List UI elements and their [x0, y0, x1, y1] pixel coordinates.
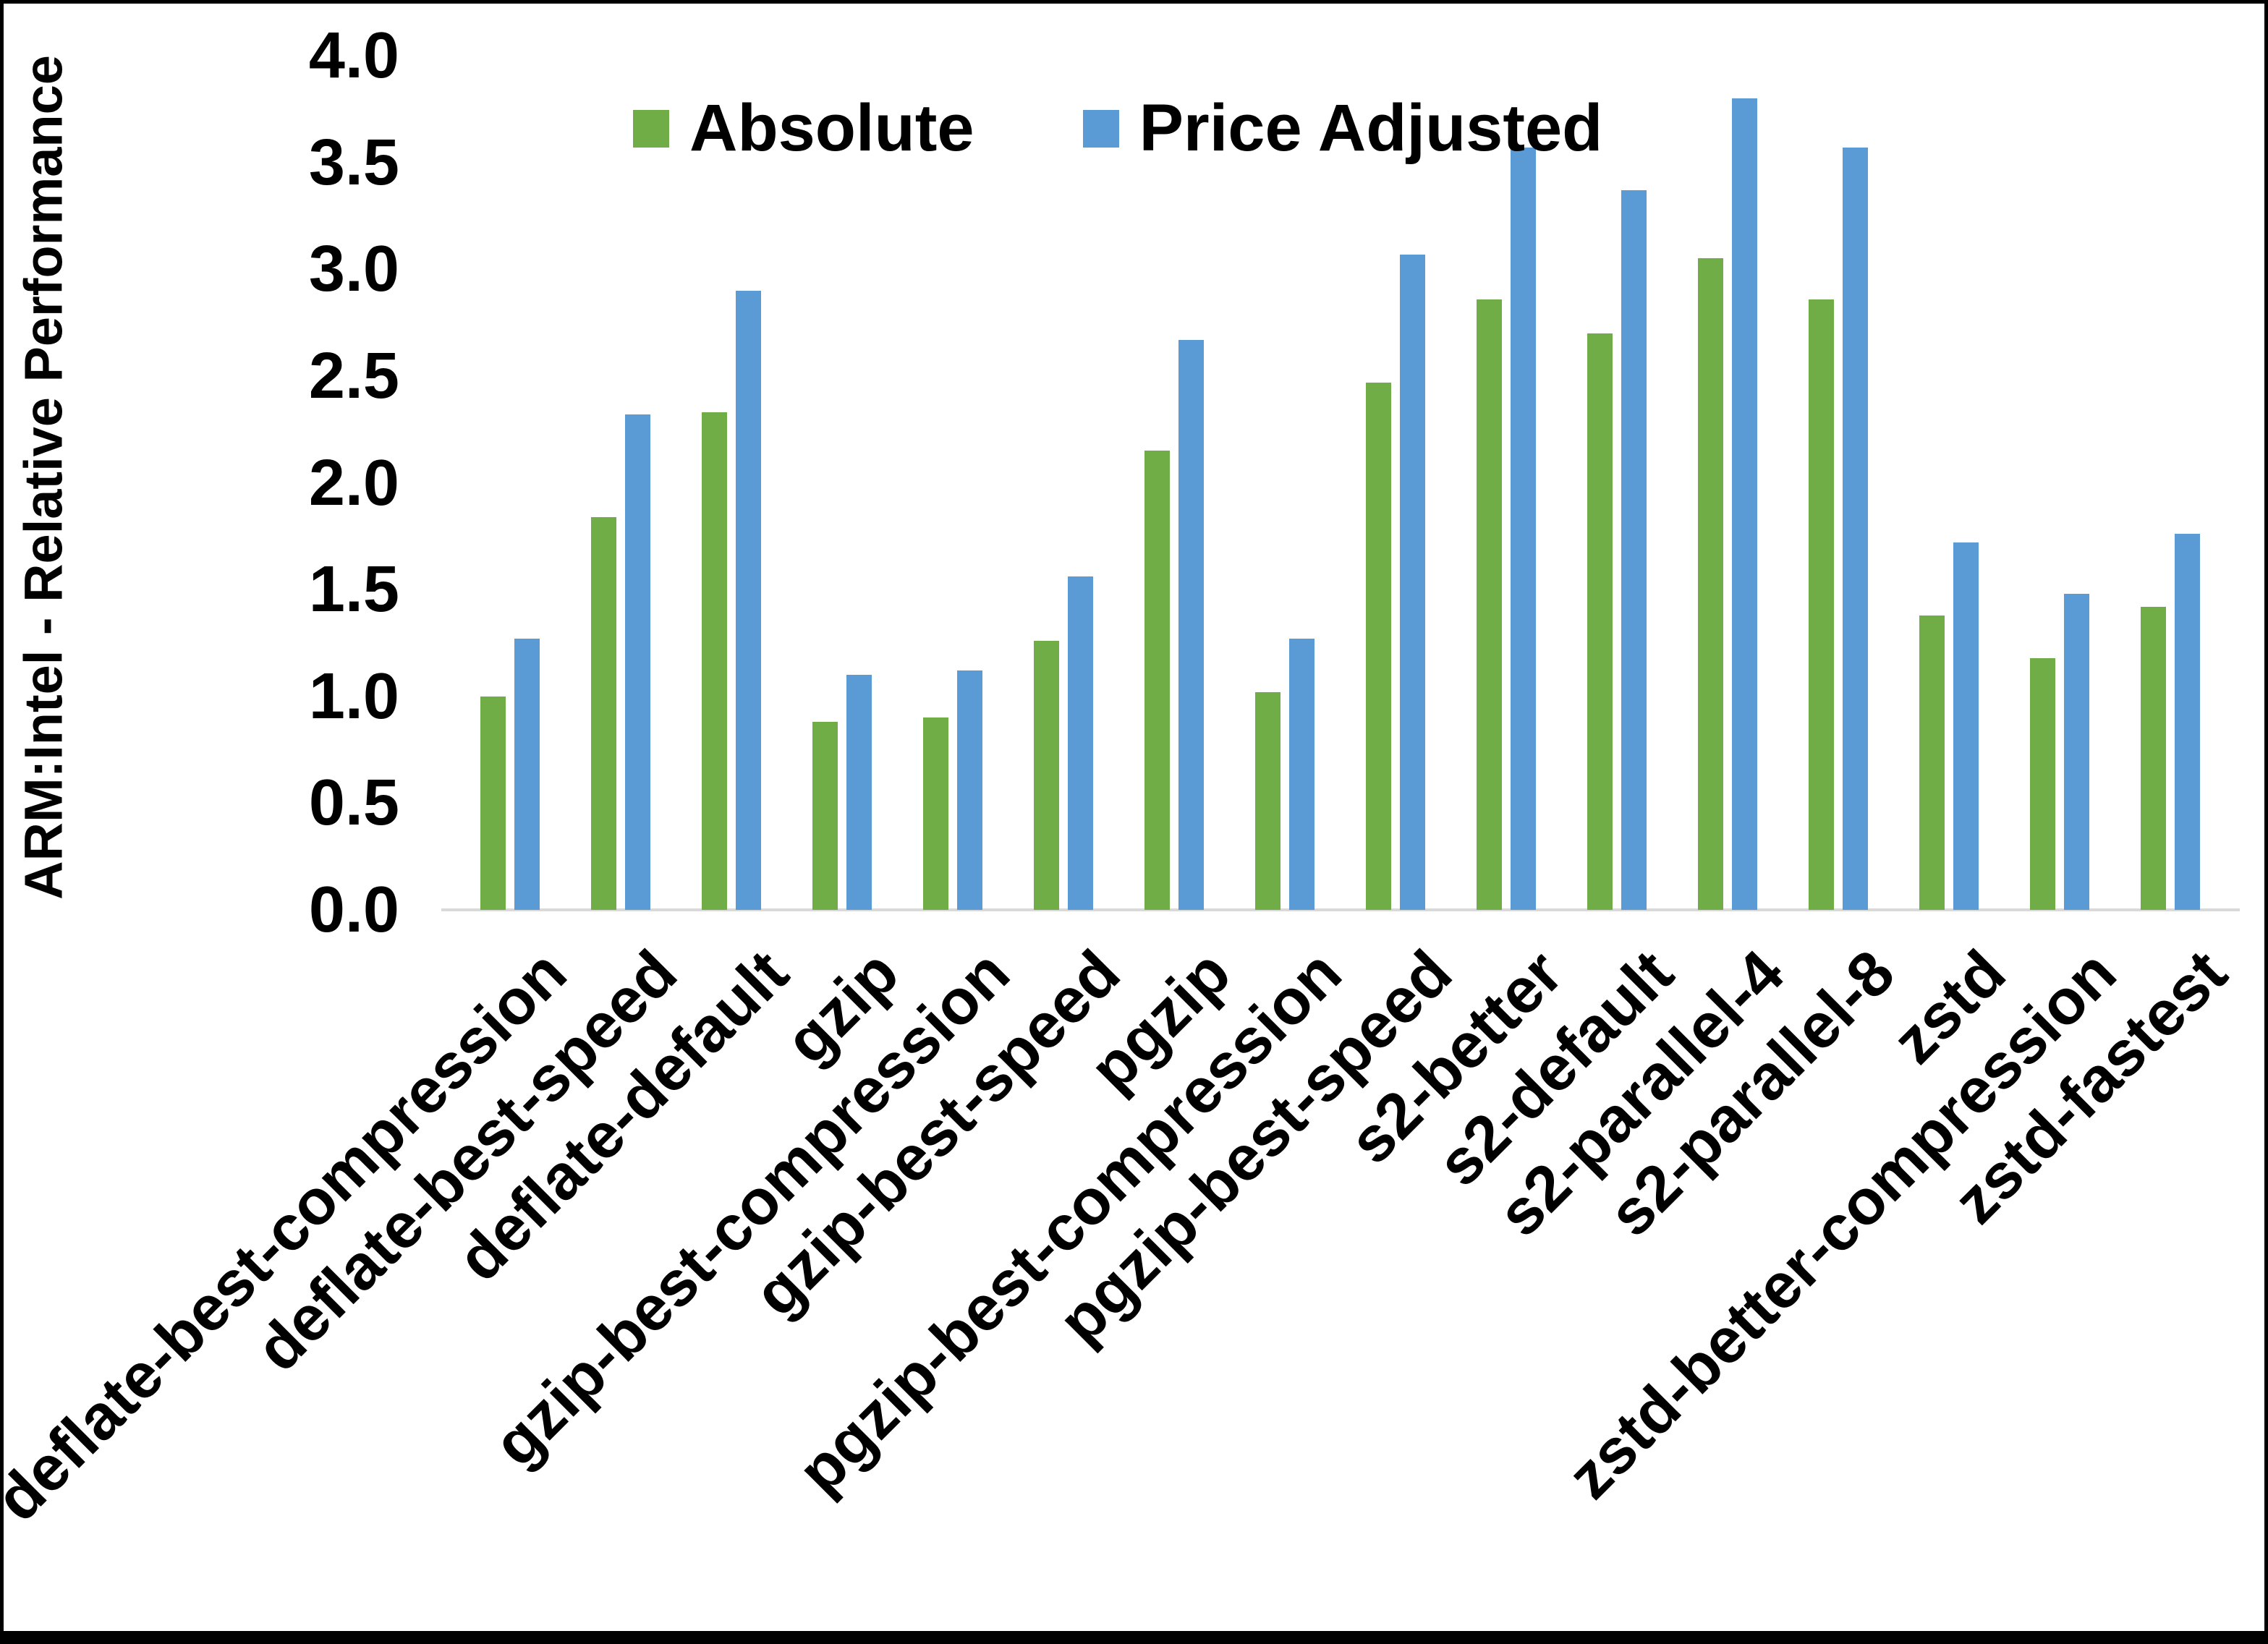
legend-swatch-absolute: [633, 109, 669, 148]
y-tick-label-1.5: 1.5: [308, 553, 399, 626]
legend: Absolute Price Adjusted: [633, 90, 1602, 166]
bar-absolute-zstd-better-compression: [2030, 658, 2055, 910]
y-tick-label-0.5: 0.5: [308, 767, 399, 840]
bar-price-adjusted-s2-default: [1621, 190, 1647, 910]
legend-swatch-price-adjusted: [1082, 109, 1119, 148]
bar-absolute-pgzip-best-compression: [1255, 692, 1280, 910]
bar-price-adjusted-s2-parallel-4: [1732, 98, 1757, 910]
bar-price-adjusted-zstd-fastest: [2175, 534, 2200, 910]
y-tick-label-2.5: 2.5: [308, 339, 399, 412]
bar-absolute-pgzip-best-speed: [1366, 383, 1391, 910]
y-tick-label-3.0: 3.0: [308, 233, 399, 306]
y-tick-label-2.0: 2.0: [308, 446, 399, 519]
legend-label-absolute: Absolute: [689, 91, 974, 165]
bar-absolute-deflate-best-compression: [480, 697, 506, 910]
y-tick-label-4.0: 4.0: [308, 20, 399, 92]
y-tick-label-3.5: 3.5: [308, 126, 399, 199]
bar-absolute-zstd: [1919, 616, 1945, 910]
bar-absolute-zstd-fastest: [2141, 607, 2166, 910]
bar-price-adjusted-gzip-best-compression: [957, 670, 982, 910]
bar-price-adjusted-deflate-best-speed: [625, 414, 650, 910]
y-axis-title-text: ARM:Intel - Relative Performance: [13, 55, 74, 900]
bar-price-adjusted-gzip-best-speed: [1068, 576, 1093, 910]
bar-absolute-s2-better: [1477, 299, 1502, 910]
bar-price-adjusted-gzip: [846, 675, 872, 910]
bar-absolute-gzip: [812, 722, 838, 910]
legend-label-price-adjusted: Price Adjusted: [1139, 91, 1603, 165]
bar-price-adjusted-deflate-best-compression: [514, 639, 540, 910]
bar-absolute-gzip-best-speed: [1034, 641, 1059, 910]
bar-price-adjusted-pgzip: [1178, 340, 1204, 910]
x-axis-line: [441, 908, 2240, 911]
bar-price-adjusted-deflate-default: [736, 291, 761, 910]
bar-price-adjusted-pgzip-best-speed: [1400, 255, 1425, 910]
bar-absolute-deflate-best-speed: [591, 517, 616, 910]
y-tick-label-1.0: 1.0: [308, 660, 399, 733]
bar-price-adjusted-s2-parallel-8: [1843, 148, 1868, 910]
legend-item-absolute: Absolute: [633, 90, 974, 166]
y-tick-label-0.0: 0.0: [308, 874, 399, 946]
bar-absolute-s2-default: [1587, 333, 1613, 910]
bar-price-adjusted-zstd: [1953, 542, 1979, 910]
bar-absolute-s2-parallel-8: [1809, 299, 1834, 910]
legend-item-price-adjusted: Price Adjusted: [1082, 90, 1603, 166]
bar-absolute-pgzip: [1144, 451, 1170, 910]
bar-price-adjusted-zstd-better-compression: [2064, 594, 2089, 910]
bar-price-adjusted-pgzip-best-compression: [1289, 639, 1314, 910]
bar-price-adjusted-s2-better: [1511, 148, 1536, 910]
bar-absolute-s2-parallel-4: [1698, 258, 1723, 910]
bar-absolute-deflate-default: [702, 412, 727, 910]
bar-absolute-gzip-best-compression: [923, 717, 948, 910]
